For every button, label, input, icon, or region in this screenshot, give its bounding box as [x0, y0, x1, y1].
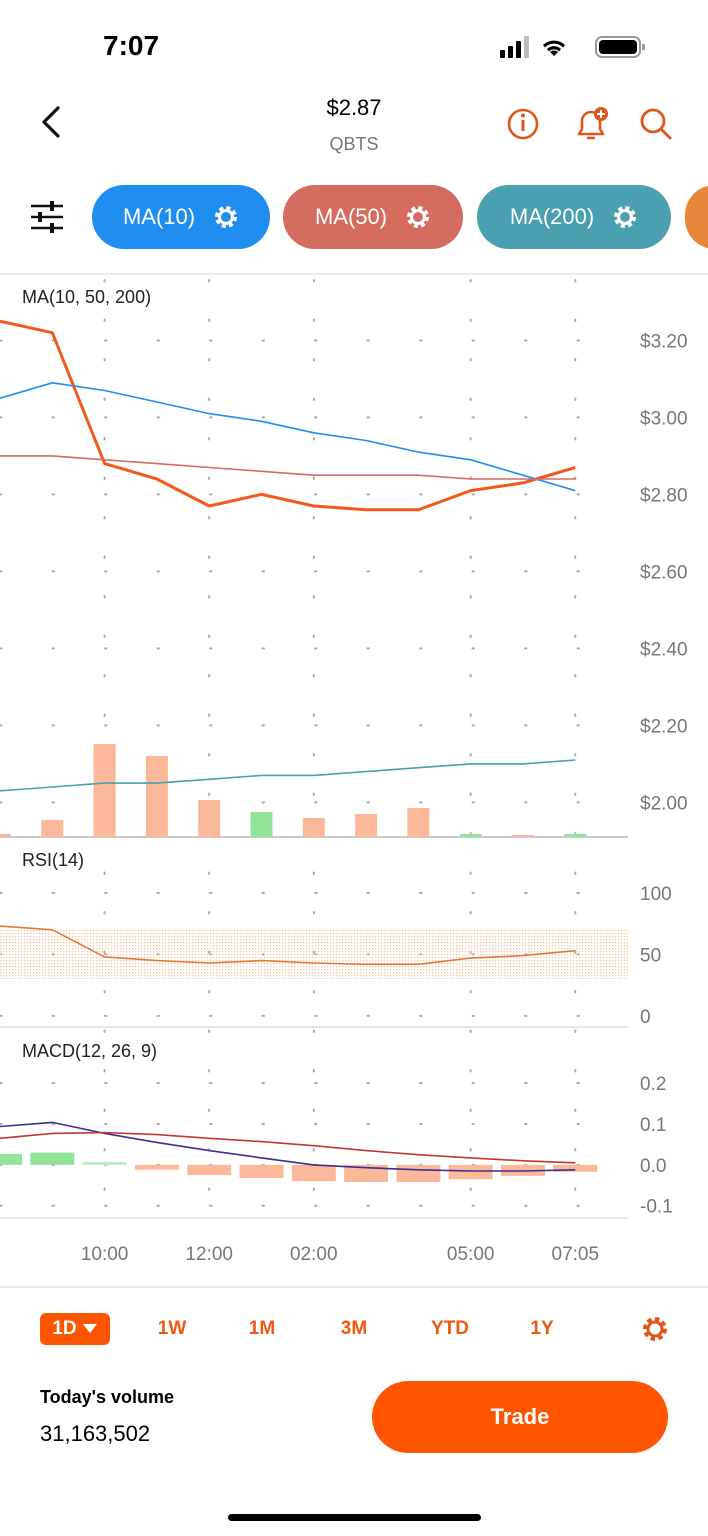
volume-bar: [302, 818, 325, 837]
range-tab[interactable]: 1W: [137, 1313, 207, 1345]
macd-histogram-bar: [82, 1162, 127, 1165]
charts: 10:00 12:00 02:00 05:00 07:05 MA(10, 50, 200)…: [0, 273, 708, 1288]
range-tab[interactable]: 1Y: [507, 1313, 577, 1345]
range-tab-label: YTD: [431, 1318, 469, 1339]
series-line: [0, 382, 576, 492]
series-line: [0, 455, 576, 480]
range-tab-label: 1Y: [530, 1318, 554, 1339]
chart-title: MA(10, 50, 200): [22, 287, 151, 307]
range-tab[interactable]: 1M: [227, 1313, 297, 1345]
series-line: [0, 759, 576, 792]
range-tab[interactable]: 1D: [40, 1313, 110, 1345]
filter-icon[interactable]: [30, 200, 64, 234]
macd-histogram-bar: [396, 1164, 441, 1183]
dropdown-arrow: [82, 1324, 97, 1333]
volume-bar: [250, 812, 273, 837]
settings-icon[interactable]: [640, 1314, 670, 1344]
y-tick-label: $3.20: [640, 331, 688, 352]
volume-bar: [407, 808, 430, 837]
volume-bar: [93, 744, 116, 837]
volume-value: 31,163,502: [40, 1421, 151, 1446]
range-tab[interactable]: YTD: [415, 1313, 485, 1345]
range-tab-label: 1D: [52, 1318, 77, 1339]
macd-histogram-bar: [553, 1164, 598, 1172]
chart-title: MACD(12, 26, 9): [22, 1041, 157, 1061]
indicator-chip[interactable]: MA(50): [283, 185, 463, 249]
y-tick-label: $2.00: [640, 793, 688, 814]
volume-bar: [41, 820, 64, 837]
chip-partial[interactable]: [685, 185, 708, 249]
volume-bar: [355, 814, 378, 837]
volume-bar: [0, 834, 11, 837]
y-tick-label: $2.40: [640, 639, 688, 660]
y-tick-label: $3.00: [640, 408, 688, 429]
x-tick-label: 02:00: [290, 1244, 338, 1265]
chip-gear: [407, 206, 430, 228]
volume-label: Today's volume: [40, 1387, 174, 1407]
indicator-chip[interactable]: MA(10): [92, 185, 270, 249]
y-tick-label: 100: [640, 884, 672, 905]
chip-gear: [215, 206, 238, 228]
range-tab[interactable]: 3M: [319, 1313, 389, 1345]
macd-histogram-bar: [344, 1164, 389, 1183]
y-tick-label: $2.60: [640, 562, 688, 583]
header-symbol: QBTS: [329, 134, 379, 154]
status-time: 7:07: [103, 30, 160, 61]
macd-histogram-bar: [239, 1164, 284, 1178]
y-tick-label: 50: [640, 945, 661, 966]
macd-histogram-bar: [291, 1164, 336, 1182]
chip-gear: [614, 206, 637, 228]
y-tick-label: $2.80: [640, 485, 688, 506]
y-tick-label: -0.1: [640, 1197, 673, 1218]
range-tab-label: 1W: [157, 1318, 187, 1339]
trade-button[interactable]: Trade: [372, 1381, 668, 1453]
x-tick-label: 07:05: [552, 1244, 600, 1265]
volume-bar: [459, 834, 482, 837]
macd-histogram-bar: [448, 1164, 493, 1180]
y-tick-label: 0.2: [640, 1074, 666, 1095]
series-line: [0, 1121, 576, 1172]
header-icons[interactable]: [505, 104, 680, 144]
series-line: [0, 925, 576, 966]
y-tick-label: 0.0: [640, 1156, 666, 1177]
volume-bar: [512, 835, 534, 837]
header-price: $2.87: [326, 95, 382, 120]
chip-label: MA(50): [314, 204, 388, 229]
home-indicator: [228, 1514, 481, 1521]
series-line: [0, 1131, 576, 1164]
volume-bar: [564, 834, 587, 837]
macd-histogram-bar: [30, 1152, 75, 1165]
macd-histogram-bar: [134, 1164, 179, 1170]
range-tab-label: 1M: [248, 1318, 276, 1339]
y-tick-label: 0: [640, 1007, 651, 1028]
x-tick-label: 05:00: [447, 1244, 495, 1265]
rsi-band: [0, 929, 628, 980]
chip-label: MA(200): [509, 204, 595, 229]
x-tick-label: 10:00: [81, 1244, 129, 1265]
chart-title: RSI(14): [22, 850, 84, 870]
volume-bar: [198, 800, 221, 837]
indicator-chip[interactable]: MA(200): [477, 185, 671, 249]
range-tab-label: 3M: [340, 1318, 368, 1339]
series-line: [0, 319, 576, 512]
macd-histogram-bar: [187, 1164, 232, 1176]
macd-histogram-bar: [0, 1153, 22, 1165]
back-button[interactable]: [36, 104, 66, 140]
y-tick-label: $2.20: [640, 716, 688, 737]
volume-bar: [145, 756, 168, 837]
x-tick-label: 12:00: [185, 1244, 233, 1265]
y-tick-label: 0.1: [640, 1115, 666, 1136]
status-icons: [500, 36, 645, 58]
chip-label: MA(10): [122, 204, 196, 229]
